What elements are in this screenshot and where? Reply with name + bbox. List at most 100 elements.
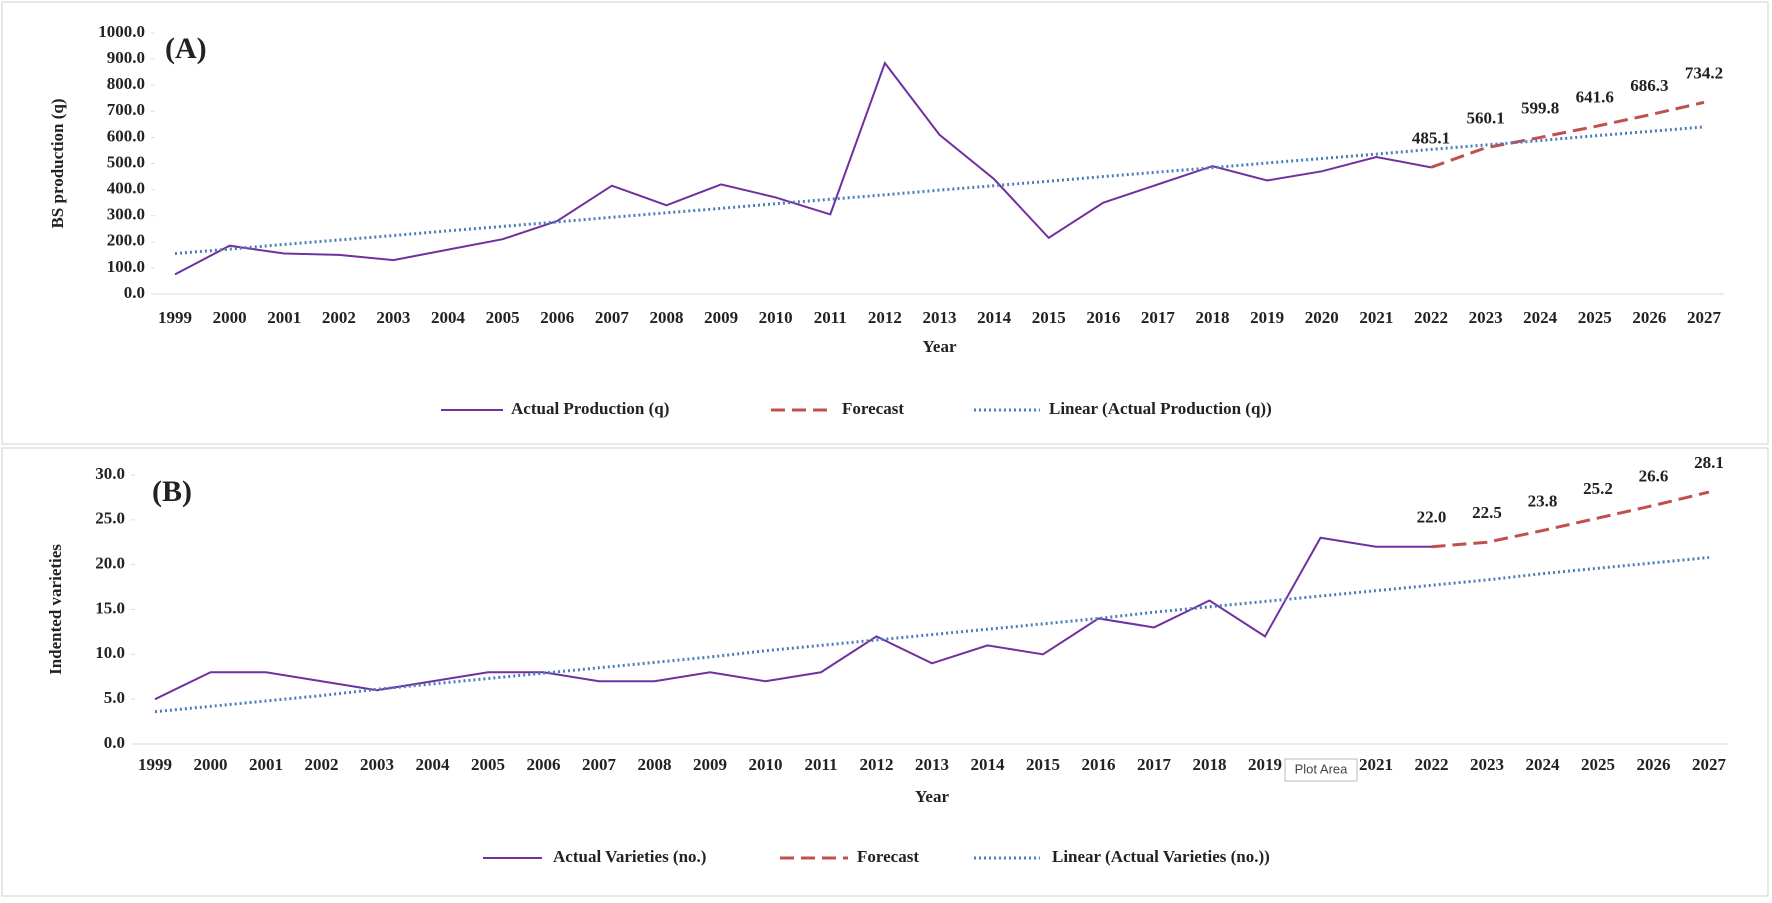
- y-tick-label: 600.0: [107, 126, 145, 145]
- series-line: [154, 555, 1710, 714]
- tooltip: Plot Area: [1295, 761, 1349, 776]
- x-tick-label: 2016: [1086, 308, 1120, 327]
- x-tick-label: 1999: [138, 755, 172, 774]
- x-tick-label: 2007: [595, 308, 630, 327]
- series-line: [174, 125, 1705, 256]
- x-tick-label: 2018: [1193, 755, 1227, 774]
- x-tick-label: 2003: [360, 755, 394, 774]
- y-tick-label: 200.0: [107, 231, 145, 250]
- y-axis-title: BS production (q): [48, 98, 67, 228]
- x-tick-label: 2014: [971, 755, 1006, 774]
- data-label: 28.1: [1694, 453, 1724, 472]
- data-label: 25.2: [1583, 479, 1613, 498]
- x-tick-label: 2005: [471, 755, 505, 774]
- x-tick-label: 2008: [649, 308, 683, 327]
- data-label: 560.1: [1466, 109, 1504, 128]
- x-tick-label: 2026: [1637, 755, 1671, 774]
- x-tick-label: 2006: [540, 308, 574, 327]
- y-tick-label: 0.0: [124, 283, 145, 302]
- x-tick-label: 2014: [977, 308, 1012, 327]
- panel-title: (A): [165, 32, 207, 65]
- x-tick-label: 2017: [1141, 308, 1176, 327]
- x-tick-label: 2021: [1359, 308, 1393, 327]
- x-tick-label: 2027: [1692, 755, 1727, 774]
- legend-label: Forecast: [842, 399, 904, 418]
- x-tick-label: 2017: [1137, 755, 1172, 774]
- panel-border: [1, 447, 1769, 897]
- x-tick-label: 2016: [1082, 755, 1116, 774]
- legend-label: Linear (Actual Varieties (no.)): [1052, 847, 1270, 866]
- y-tick-label: 400.0: [107, 179, 145, 198]
- y-tick-label: 0.0: [104, 733, 125, 752]
- data-label: 599.8: [1521, 98, 1559, 117]
- y-tick-label: 30.0: [95, 464, 125, 483]
- x-tick-label: 2001: [267, 308, 301, 327]
- data-label: 686.3: [1630, 76, 1668, 95]
- data-label: 26.6: [1639, 466, 1669, 485]
- series-line: [154, 536, 1432, 701]
- x-tick-label: 2024: [1523, 308, 1558, 327]
- x-tick-label: 2001: [249, 755, 283, 774]
- x-tick-label: 2010: [759, 308, 793, 327]
- data-label: 23.8: [1528, 491, 1558, 510]
- tooltip-box: [1284, 758, 1358, 782]
- x-tick-label: 2011: [804, 755, 837, 774]
- x-tick-label: 2000: [213, 308, 247, 327]
- x-tick-label: 2027: [1687, 308, 1722, 327]
- x-tick-label: 2011: [814, 308, 847, 327]
- x-tick-label: 2002: [305, 755, 339, 774]
- x-tick-label: 2009: [693, 755, 727, 774]
- x-tick-label: 2000: [194, 755, 228, 774]
- x-tick-label: 2008: [638, 755, 672, 774]
- x-tick-label: 2022: [1414, 308, 1448, 327]
- x-tick-label: 2010: [749, 755, 783, 774]
- x-tick-label: 2013: [915, 755, 949, 774]
- x-tick-label: 2025: [1578, 308, 1612, 327]
- data-label: 641.6: [1576, 87, 1614, 106]
- data-label: 22.5: [1472, 503, 1502, 522]
- x-tick-label: 2025: [1581, 755, 1615, 774]
- x-tick-label: 2024: [1526, 755, 1561, 774]
- y-tick-label: 5.0: [104, 688, 125, 707]
- legend-label: Linear (Actual Production (q)): [1049, 399, 1272, 418]
- y-tick-label: 900.0: [107, 48, 145, 67]
- x-tick-label: 2009: [704, 308, 738, 327]
- y-axis-title: Indented varieties: [46, 544, 65, 675]
- x-tick-label: 2026: [1632, 308, 1666, 327]
- x-tick-label: 2012: [860, 755, 894, 774]
- y-tick-label: 25.0: [95, 509, 125, 528]
- legend-label: Forecast: [857, 847, 919, 866]
- x-tick-label: 2015: [1032, 308, 1066, 327]
- x-tick-label: 2015: [1026, 755, 1060, 774]
- x-axis-title: Year: [923, 337, 957, 356]
- data-label: 485.1: [1412, 128, 1450, 147]
- x-tick-label: 2002: [322, 308, 356, 327]
- data-label: 734.2: [1685, 63, 1723, 82]
- y-tick-label: 10.0: [95, 643, 125, 662]
- panel-title: (B): [152, 475, 192, 508]
- x-tick-label: 2023: [1470, 755, 1504, 774]
- x-tick-label: 2007: [582, 755, 617, 774]
- x-tick-label: 2004: [431, 308, 466, 327]
- legend-label: Actual Varieties (no.): [553, 847, 706, 866]
- x-tick-label: 2018: [1196, 308, 1230, 327]
- x-tick-label: 2019: [1248, 755, 1282, 774]
- x-tick-label: 2012: [868, 308, 902, 327]
- data-label: 22.0: [1417, 508, 1447, 527]
- x-tick-label: 2006: [527, 755, 561, 774]
- y-tick-label: 800.0: [107, 74, 145, 93]
- x-tick-label: 2019: [1250, 308, 1284, 327]
- x-tick-label: 2020: [1305, 308, 1339, 327]
- x-tick-label: 2003: [376, 308, 410, 327]
- x-tick-label: 2004: [416, 755, 451, 774]
- y-tick-label: 300.0: [107, 205, 145, 224]
- x-tick-label: 1999: [158, 308, 192, 327]
- x-tick-label: 2022: [1415, 755, 1449, 774]
- panel-border: [1, 1, 1769, 445]
- y-tick-label: 700.0: [107, 100, 145, 119]
- x-tick-label: 2013: [923, 308, 957, 327]
- y-tick-label: 15.0: [95, 598, 125, 617]
- x-tick-label: 2023: [1469, 308, 1503, 327]
- x-tick-label: 2021: [1359, 755, 1393, 774]
